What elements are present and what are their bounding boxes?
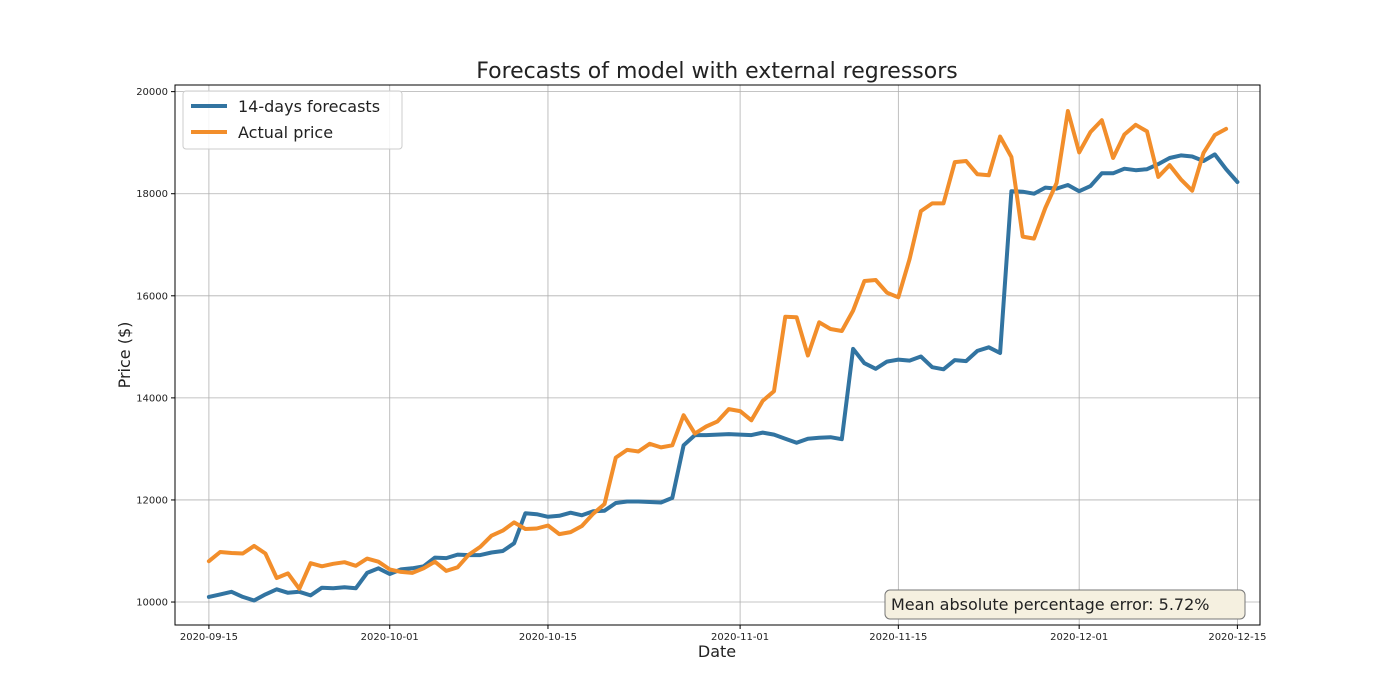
x-tick-label-2: 2020-10-15 [519,632,577,643]
x-axis: 2020-09-15 2020-10-01 2020-10-15 2020-11-01… [180,625,1266,643]
y-tick-label-1: 12000 [136,495,168,506]
mape-annotation-box [884,589,1246,620]
legend-label-forecast: 14-days forecasts [238,97,380,116]
legend-box [182,90,403,150]
legend: 14-days forecasts Actual price [182,90,403,150]
series-line-forecast [206,152,1240,603]
x-tick-label-5: 2020-12-01 [1050,632,1108,643]
y-tick-label-5: 20000 [136,87,168,98]
chart-title: Forecasts of model with external regress… [476,59,957,84]
x-tick-label-6: 2020-12-15 [1208,632,1266,643]
y-tick-label-4: 18000 [136,189,168,200]
y-tick-label-2: 14000 [136,393,168,404]
y-tick-label-3: 16000 [136,291,168,302]
series-line-actual [206,109,1229,591]
x-tick-label-0: 2020-09-15 [180,632,238,643]
x-tick-label-1: 2020-10-01 [361,632,419,643]
legend-label-actual: Actual price [238,123,333,142]
x-tick-label-4: 2020-11-15 [869,632,927,643]
series-layer [206,109,1240,603]
plot-frame [174,84,1261,626]
x-tick-label-3: 2020-11-01 [711,632,769,643]
y-axis-label: Price ($) [115,322,134,389]
y-axis: 10000 12000 14000 16000 18000 20000 [136,87,175,609]
y-tick-label-0: 10000 [136,598,168,609]
mape-annotation: Mean absolute percentage error: 5.72% [884,589,1246,620]
mape-annotation-text: Mean absolute percentage error: 5.72% [891,595,1209,614]
grid [175,85,1260,625]
x-axis-label: Date [698,642,736,661]
